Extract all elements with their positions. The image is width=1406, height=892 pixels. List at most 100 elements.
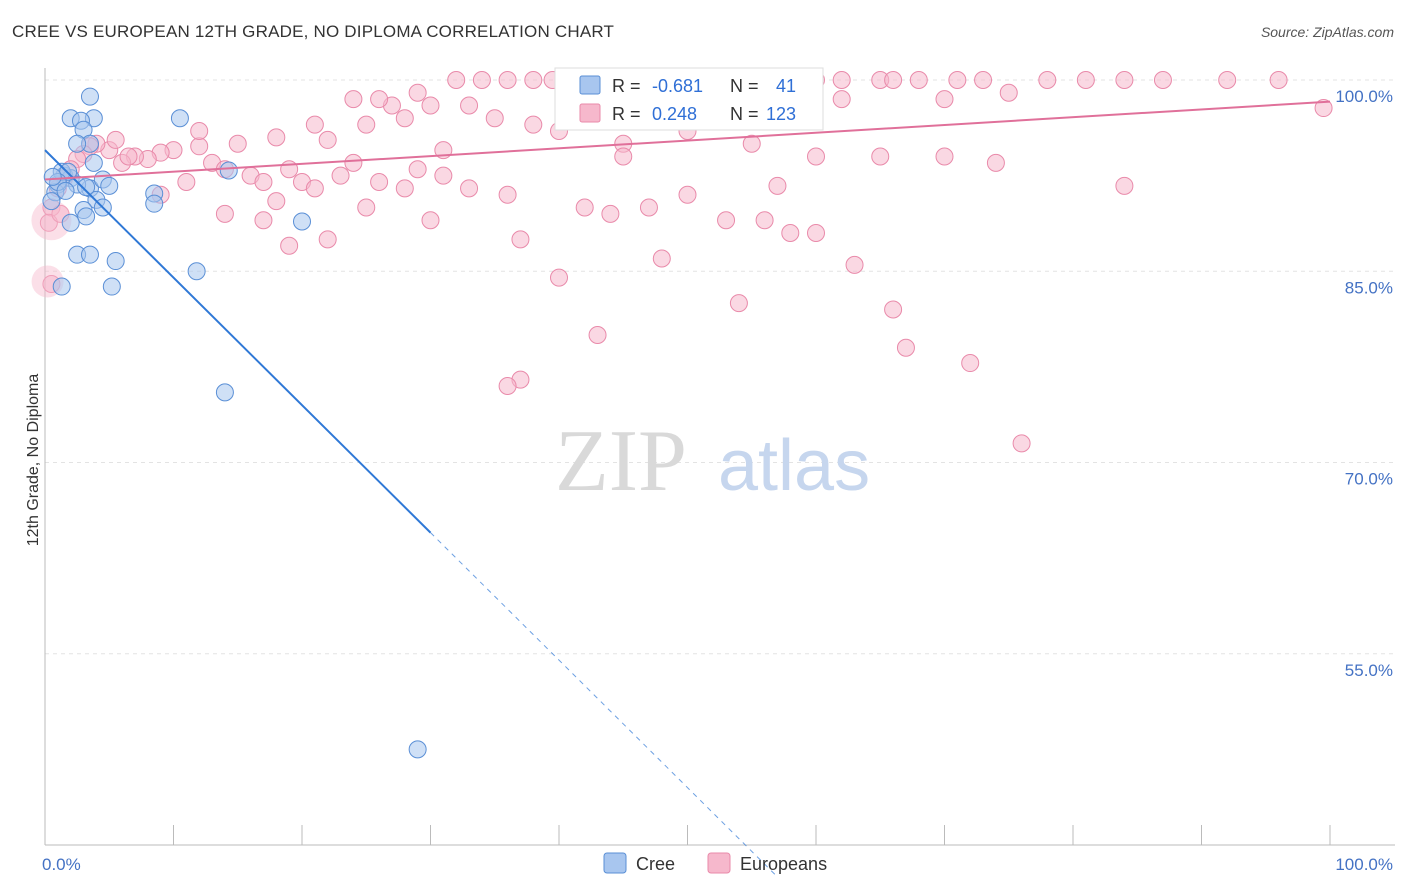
europeans-point-60 [280,160,299,179]
europeans-point-59 [254,173,273,191]
europeans-point-96 [267,192,286,211]
cree-point-39 [77,178,96,197]
europeans-point-40 [190,137,209,156]
cree-point-32 [102,277,121,296]
europeans-point-32 [742,134,761,153]
europeans-point-102 [177,173,196,191]
bottom-legend-cree: Cree [636,854,675,874]
europeans-point-18 [1038,71,1057,89]
europeans-point-38 [267,128,286,147]
europeans-point-106 [370,90,389,109]
europeans-point-100 [254,211,273,230]
europeans-point-74 [678,185,697,204]
series-cree-points [42,87,427,759]
europeans-point-93 [768,176,787,195]
cree-point-16 [84,153,103,172]
europeans-point-3 [524,71,543,89]
europeans-point-75 [717,211,736,230]
europeans-point-104 [305,115,324,134]
europeans-point-105 [344,90,363,109]
europeans-point-35 [935,147,954,166]
cree-point-24 [170,109,189,128]
europeans-point-large-0 [31,200,72,241]
europeans-point-66 [395,179,414,198]
europeans-point-0 [447,71,466,89]
europeans-point-78 [845,255,864,274]
europeans-point-112 [408,83,427,102]
europeans-point-17 [974,71,993,89]
europeans-point-37 [318,130,337,149]
europeans-point-65 [370,173,389,191]
legend-swatch-europeans [579,103,601,123]
europeans-point-87 [729,294,748,313]
legend-eur-r-label: R = [612,104,641,124]
europeans-point-113 [460,96,479,115]
cree-point-31 [106,252,125,271]
europeans-point-69 [460,179,479,198]
europeans-point-21 [1153,71,1172,89]
europeans-point-116 [884,71,903,89]
y-tick-label-2: 70.0% [1345,470,1393,489]
cree-point-33 [52,277,71,296]
cree-point-38 [43,167,62,186]
europeans-point-79 [884,300,903,319]
cree-point-22 [77,207,96,226]
europeans-point-73 [639,198,658,217]
grid-lines [45,79,1395,655]
europeans-point-34 [871,147,890,166]
europeans-point-76 [755,211,774,230]
bottom-legend-swatch-europeans [707,852,731,874]
europeans-point-68 [434,166,453,185]
cree-trend-line-extension [430,532,778,878]
cree-point-23 [61,213,80,232]
europeans-point-117 [999,83,1018,102]
europeans-point-89 [961,354,980,373]
europeans-point-80 [781,224,800,242]
europeans-point-20 [1115,71,1134,89]
europeans-point-24 [935,90,954,109]
europeans-point-39 [228,134,247,153]
legend-eur-n-label: N = [730,104,759,124]
europeans-point-121 [106,130,125,149]
europeans-point-26 [421,96,440,115]
europeans-point-88 [896,338,915,357]
legend-swatch-cree [579,75,601,95]
y-tick-label-3: 55.0% [1345,661,1393,680]
tick-labels: 100.0% 85.0% 70.0% 55.0% 0.0% 100.0% [42,87,1393,874]
europeans-point-77 [807,224,825,242]
cree-point-34 [187,262,206,281]
europeans-point-82 [511,230,530,249]
europeans-point-72 [601,204,620,223]
europeans-point-97 [215,204,234,223]
europeans-trend-line [44,100,1331,181]
europeans-point-110 [614,147,633,166]
watermark-atlas: atlas [718,426,870,506]
cree-point-27 [219,161,238,180]
europeans-point-99 [318,230,337,249]
cree-point-35 [215,383,234,402]
europeans-point-70 [498,185,517,204]
europeans-point-64 [344,153,363,172]
europeans-point-84 [588,326,607,344]
cree-point-36 [408,740,427,759]
europeans-point-81 [652,249,671,268]
cree-point-15 [68,134,87,153]
europeans-point-109 [524,115,543,134]
cree-point-26 [145,194,164,213]
europeans-point-120 [119,147,138,166]
europeans-point-15 [909,71,928,89]
x-tick-label-1: 100.0% [1335,855,1393,874]
trend-lines [44,100,1331,878]
europeans-point-63 [331,166,350,185]
bottom-legend-europeans: Europeans [740,854,827,874]
europeans-point-86 [498,377,517,395]
cree-point-19 [100,176,119,195]
europeans-point-107 [395,109,414,128]
watermark-zip: ZIP [555,413,687,510]
europeans-point-103 [190,122,209,140]
europeans-point-91 [1115,176,1134,195]
legend-eur-n-value: 123 [766,104,796,124]
europeans-point-28 [485,109,504,128]
europeans-point-22 [1218,71,1237,89]
